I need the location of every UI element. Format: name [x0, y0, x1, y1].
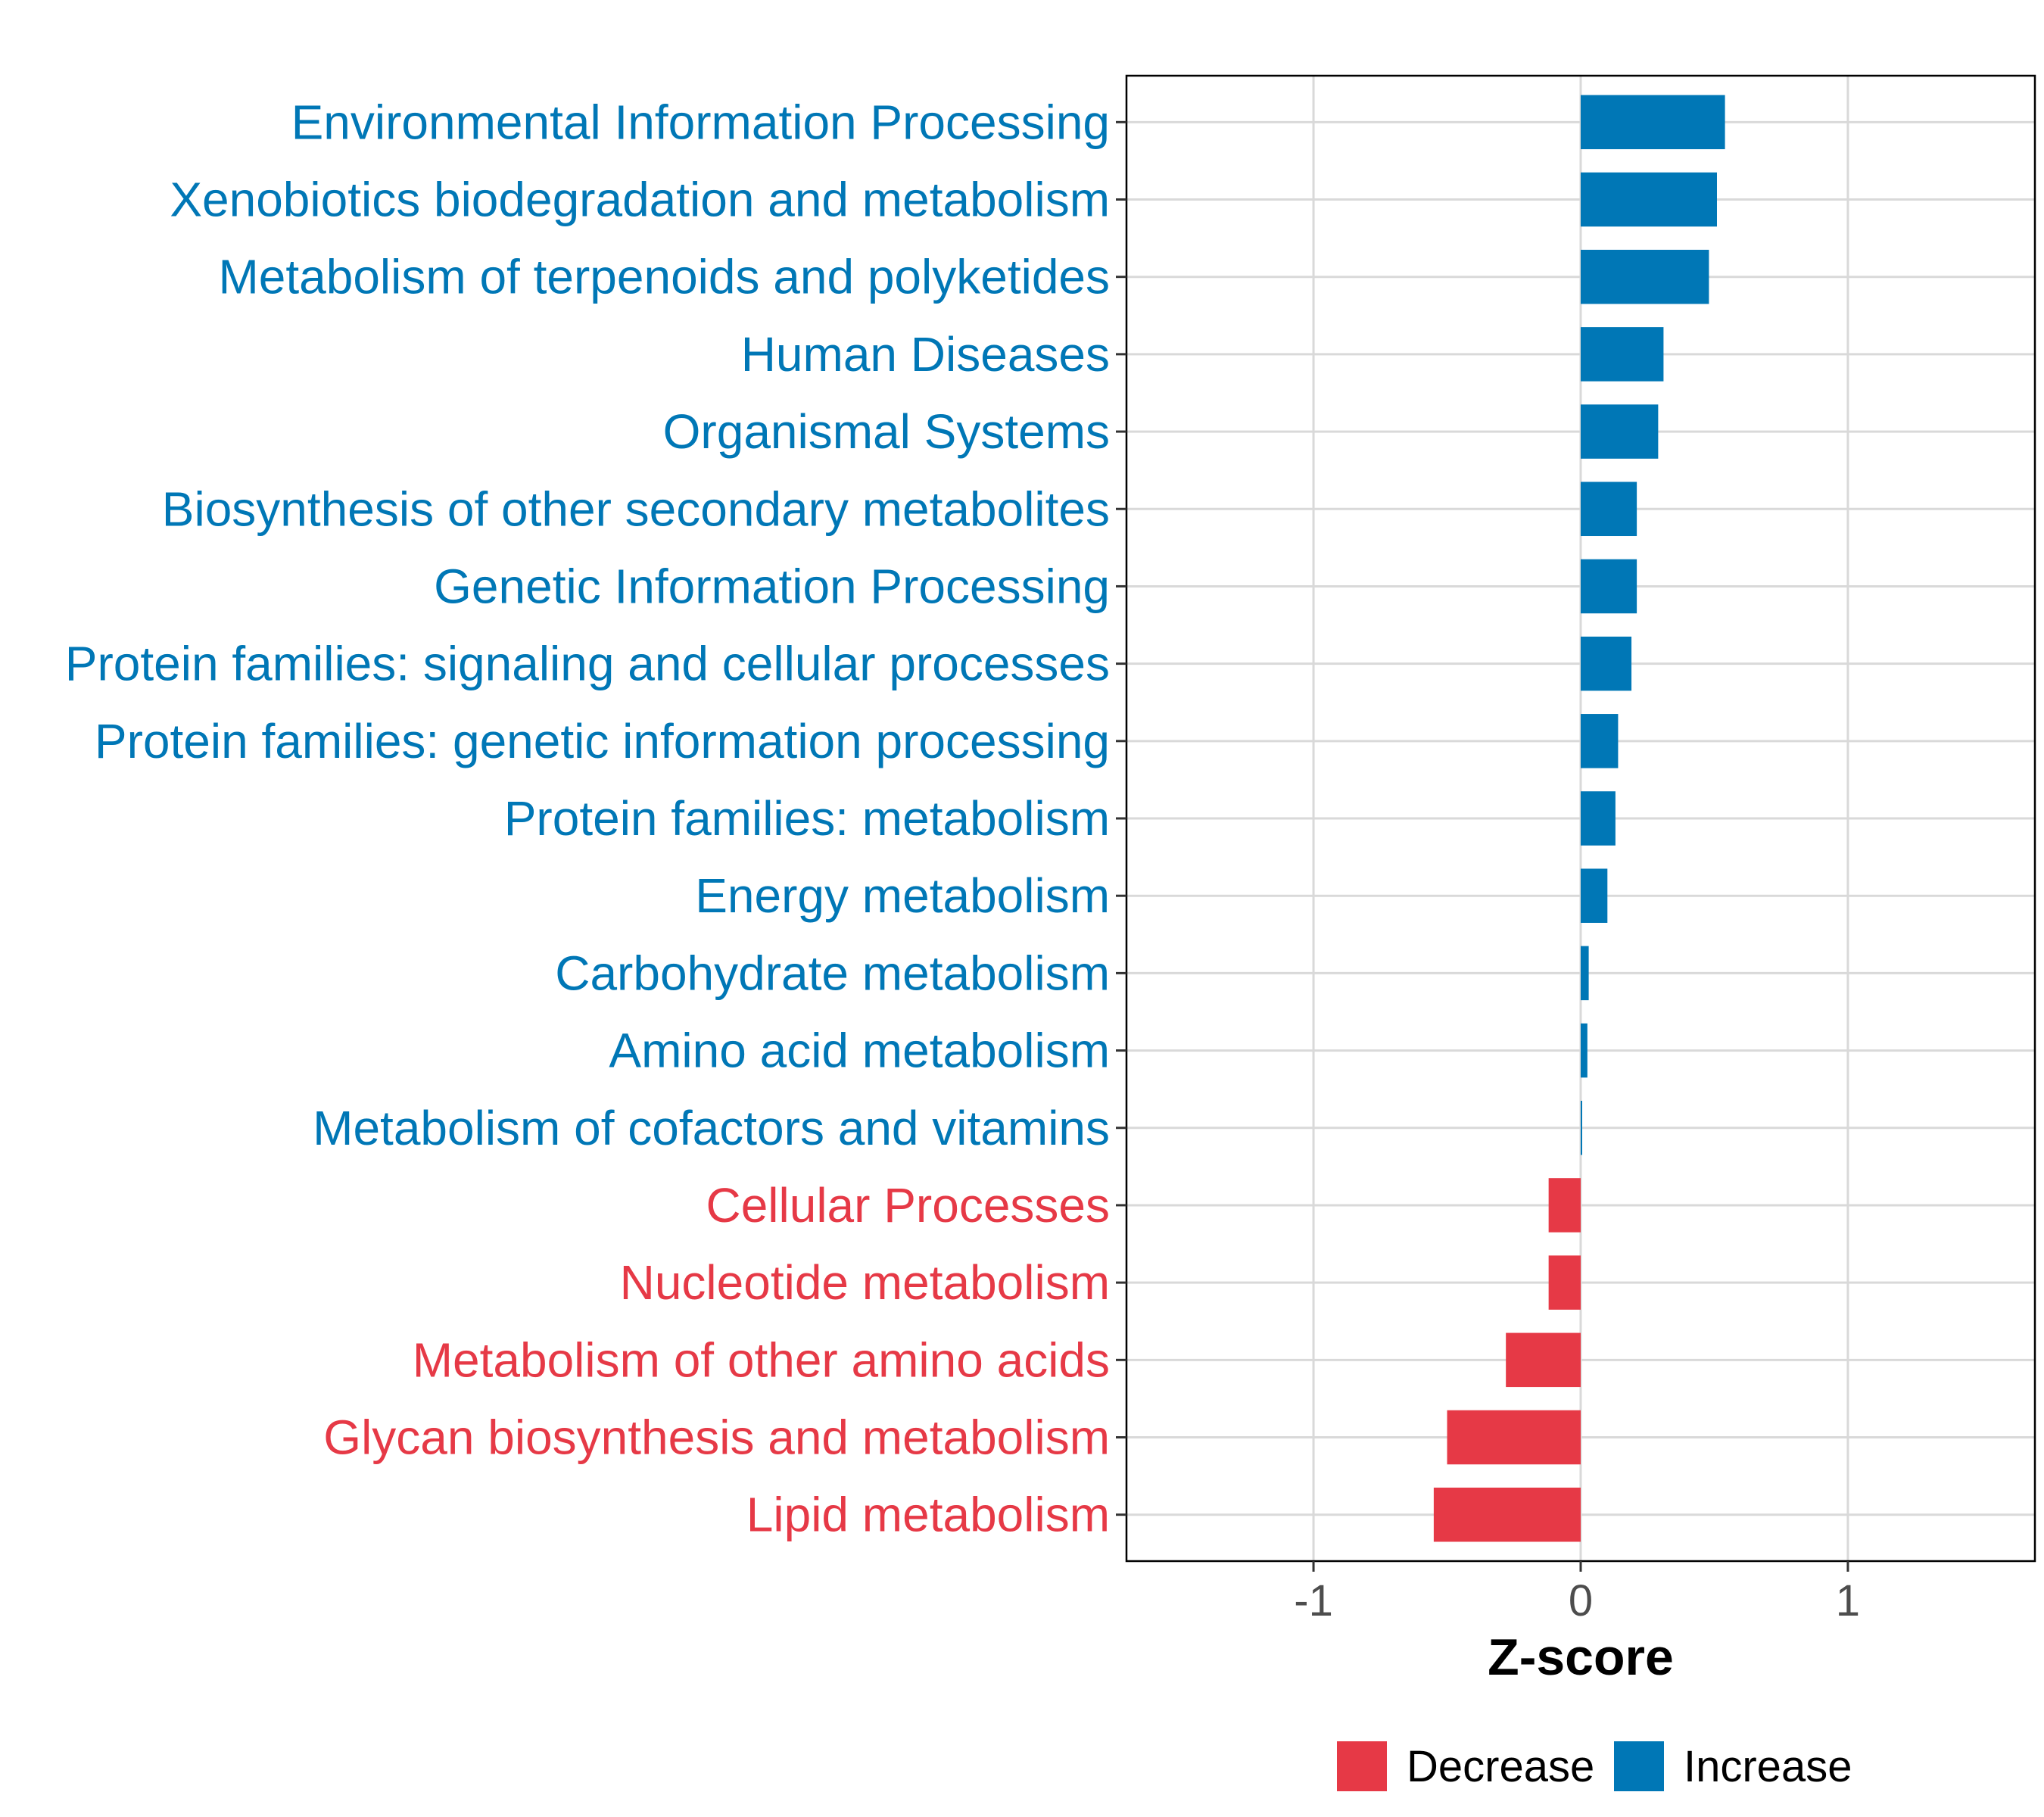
category-label-13: Metabolism of cofactors and vitamins — [313, 1101, 1110, 1155]
bar-2 — [1581, 249, 1709, 304]
category-label-3: Human Diseases — [741, 327, 1110, 382]
bar-9 — [1581, 791, 1616, 846]
category-label-1: Xenobiotics biodegradation and metabolis… — [170, 173, 1110, 227]
legend-label-increase: Increase — [1684, 1742, 1852, 1791]
category-label-18: Lipid metabolism — [746, 1488, 1110, 1542]
category-label-16: Metabolism of other amino acids — [413, 1332, 1110, 1387]
category-label-12: Amino acid metabolism — [609, 1024, 1110, 1078]
category-label-6: Genetic Information Processing — [434, 559, 1110, 613]
bar-5 — [1581, 482, 1637, 537]
bar-15 — [1548, 1255, 1581, 1310]
category-label-14: Cellular Processes — [706, 1178, 1110, 1233]
x-axis-labels: -1 0 1 — [1294, 1576, 1860, 1625]
bar-17 — [1447, 1410, 1581, 1465]
category-label-11: Carbohydrate metabolism — [555, 946, 1110, 1000]
x-tick-label-1: 0 — [1569, 1576, 1593, 1625]
bar-8 — [1581, 714, 1619, 768]
bar-10 — [1581, 868, 1608, 923]
x-tick-label-0: -1 — [1294, 1576, 1333, 1625]
bar-3 — [1581, 327, 1664, 382]
x-axis-ticks — [1312, 1561, 1849, 1572]
bar-11 — [1581, 946, 1589, 1001]
bar-7 — [1581, 636, 1632, 691]
legend-swatch-increase — [1614, 1741, 1664, 1791]
bar-6 — [1581, 559, 1637, 614]
category-label-0: Environmental Information Processing — [291, 95, 1110, 149]
bar-14 — [1548, 1178, 1581, 1233]
bar-13 — [1581, 1100, 1582, 1155]
category-label-7: Protein families: signaling and cellular… — [65, 637, 1110, 691]
category-label-2: Metabolism of terpenoids and polyketides — [218, 250, 1110, 304]
y-axis-ticks — [1116, 120, 1126, 1516]
legend: Decrease Increase — [1337, 1741, 1852, 1791]
legend-label-decrease: Decrease — [1407, 1742, 1594, 1791]
category-label-4: Organismal Systems — [663, 404, 1110, 459]
x-axis-title: Z-score — [1488, 1628, 1674, 1686]
bar-0 — [1581, 95, 1725, 150]
bars — [1433, 95, 1725, 1542]
bar-16 — [1506, 1332, 1581, 1388]
category-label-8: Protein families: genetic information pr… — [95, 714, 1110, 768]
legend-swatch-decrease — [1337, 1741, 1387, 1791]
category-label-15: Nucleotide metabolism — [620, 1255, 1110, 1310]
category-label-10: Energy metabolism — [695, 868, 1110, 923]
bar-4 — [1581, 404, 1659, 459]
category-label-9: Protein families: metabolism — [504, 791, 1110, 846]
bar-12 — [1581, 1023, 1588, 1078]
category-label-5: Biosynthesis of other secondary metaboli… — [162, 482, 1110, 536]
y-axis-labels: Environmental Information Processing Xeno… — [65, 95, 1110, 1541]
bar-1 — [1581, 172, 1717, 227]
x-tick-label-2: 1 — [1836, 1576, 1860, 1625]
category-label-17: Glycan biosynthesis and metabolism — [323, 1410, 1110, 1465]
bar-18 — [1433, 1487, 1581, 1542]
